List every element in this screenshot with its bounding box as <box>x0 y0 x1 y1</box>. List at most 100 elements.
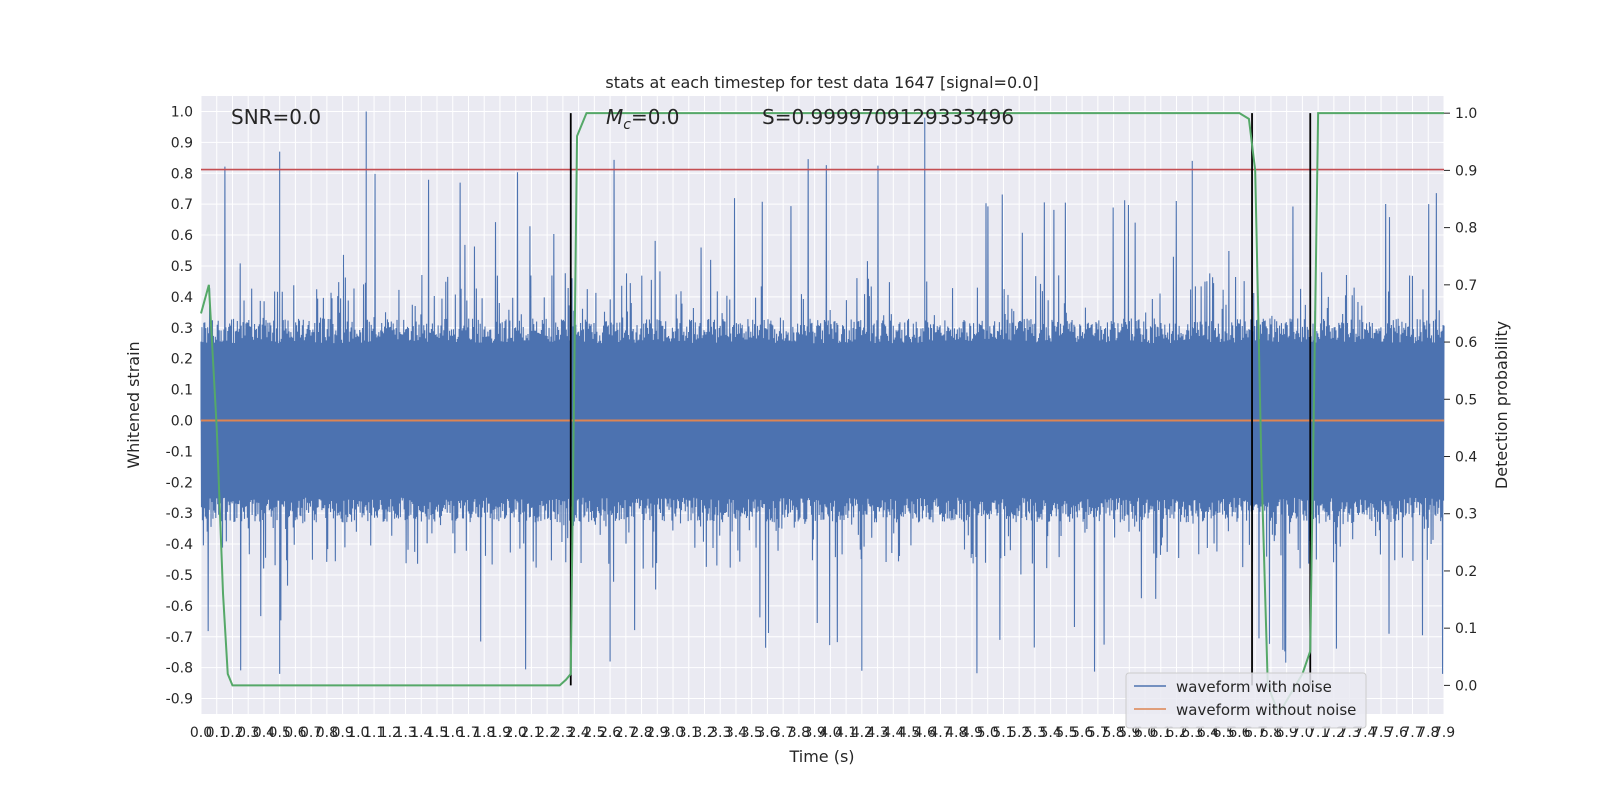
y-tick-label: 0.4 <box>171 290 193 306</box>
y-right-tick-label: 0.6 <box>1455 335 1477 351</box>
x-tick-label: 3.3 <box>709 725 731 741</box>
x-tick-label: 0.0 <box>190 725 212 741</box>
x-tick-label: 6.3 <box>1181 725 1203 741</box>
x-tick-label: 3.2 <box>693 725 715 741</box>
x-tick-label: 2.1 <box>520 725 542 741</box>
y-tick-label: -0.4 <box>166 537 193 553</box>
x-tick-label: 2.3 <box>552 725 574 741</box>
x-tick-label: 5.0 <box>977 725 999 741</box>
chart-title: stats at each timestep for test data 164… <box>605 73 1038 92</box>
y-right-tick-label: 0.9 <box>1455 163 1477 179</box>
x-tick-label: 0.6 <box>284 725 306 741</box>
y-tick-label: -0.8 <box>166 661 193 677</box>
x-tick-label: 7.9 <box>1433 725 1455 741</box>
x-tick-label: 7.6 <box>1386 725 1408 741</box>
x-tick-label: 7.7 <box>1401 725 1423 741</box>
x-tick-label: 1.7 <box>457 725 479 741</box>
x-tick-label: 2.9 <box>646 725 668 741</box>
y-right-tick-label: 0.1 <box>1455 621 1477 637</box>
x-tick-label: 4.1 <box>835 725 857 741</box>
x-tick-label: 6.7 <box>1244 725 1266 741</box>
x-tick-label: 0.4 <box>253 725 275 741</box>
x-tick-label: 5.8 <box>1102 725 1124 741</box>
s-annotation: S=0.9999709129333496 <box>762 105 1014 129</box>
mc-symbol: M <box>606 105 623 129</box>
x-tick-label: 5.4 <box>1040 725 1062 741</box>
legend: waveform with noise waveform without noi… <box>1125 672 1367 729</box>
x-tick-label: 3.8 <box>788 725 810 741</box>
y-right-tick-label: 0.5 <box>1455 392 1477 408</box>
x-tick-label: 5.6 <box>1071 725 1093 741</box>
x-tick-label: 5.3 <box>1024 725 1046 741</box>
x-tick-label: 1.6 <box>442 725 464 741</box>
y-tick-label: 0.2 <box>171 352 193 368</box>
y-tick-label: -0.5 <box>166 568 193 584</box>
y-tick-label: -0.9 <box>166 692 193 708</box>
legend-box <box>1125 672 1367 729</box>
mc-subscript: c <box>623 117 631 133</box>
y-right-tick-label: 0.3 <box>1455 507 1477 523</box>
x-tick-label: 7.0 <box>1291 725 1313 741</box>
x-tick-label: 5.7 <box>1087 725 1109 741</box>
mc-value: =0.0 <box>631 105 680 129</box>
x-tick-label: 6.4 <box>1197 725 1219 741</box>
x-tick-label: 6.5 <box>1213 725 1235 741</box>
y-axis-right-label: Detection probability <box>1492 321 1511 489</box>
x-tick-label: 3.0 <box>662 725 684 741</box>
detection-probability-line <box>200 112 1444 717</box>
y-axis-label: Whitened strain <box>124 341 143 468</box>
x-tick-label: 0.2 <box>221 725 243 741</box>
x-tick-label: 3.4 <box>725 725 747 741</box>
snr-annotation: SNR=0.0 <box>231 105 321 129</box>
x-tick-label: 7.8 <box>1417 725 1439 741</box>
x-tick-label: 4.2 <box>851 725 873 741</box>
x-tick-label: 6.2 <box>1165 725 1187 741</box>
x-tick-label: 1.0 <box>347 725 369 741</box>
x-tick-label: 5.2 <box>1008 725 1030 741</box>
overlay-lines <box>200 112 1444 717</box>
x-tick-label: 0.5 <box>269 725 291 741</box>
x-tick-label: 0.9 <box>331 725 353 741</box>
x-tick-label: 3.6 <box>756 725 778 741</box>
x-tick-label: 0.8 <box>316 725 338 741</box>
x-tick-label: 4.9 <box>961 725 983 741</box>
x-tick-label: 1.1 <box>363 725 385 741</box>
x-tick-label: 6.9 <box>1276 725 1298 741</box>
x-tick-label: 3.7 <box>772 725 794 741</box>
y-right-tick-label: 1.0 <box>1455 106 1477 122</box>
y-right-tick-label: 0.7 <box>1455 278 1477 294</box>
x-axis-label: Time (s) <box>788 747 854 766</box>
x-tick-label: 5.9 <box>1118 725 1140 741</box>
x-tick-label: 1.4 <box>410 725 432 741</box>
y-tick-label: -0.1 <box>166 444 193 460</box>
x-tick-label: 4.4 <box>882 725 904 741</box>
y-tick-label: 0.6 <box>171 228 193 244</box>
y-tick-label: 0.8 <box>171 166 193 182</box>
y-right-tick-label: 0.4 <box>1455 450 1477 466</box>
x-tick-label: 2.8 <box>630 725 652 741</box>
y-tick-label: -0.7 <box>166 630 193 646</box>
x-tick-label: 2.6 <box>599 725 621 741</box>
x-tick-label: 1.2 <box>379 725 401 741</box>
x-tick-label: 2.5 <box>583 725 605 741</box>
y-tick-label: -0.2 <box>166 475 193 491</box>
x-tick-label: 3.9 <box>804 725 826 741</box>
x-tick-label: 2.7 <box>615 725 637 741</box>
y-tick-label: 0.0 <box>171 413 193 429</box>
x-tick-label: 7.3 <box>1338 725 1360 741</box>
y-tick-label: 1.0 <box>171 104 193 120</box>
y-tick-label: 0.3 <box>171 321 193 337</box>
x-tick-label: 2.2 <box>536 725 558 741</box>
x-tick-label: 7.1 <box>1307 725 1329 741</box>
y-tick-label: -0.3 <box>166 506 193 522</box>
x-tick-label: 4.0 <box>819 725 841 741</box>
axes: 0.00.10.20.30.40.50.60.70.80.91.01.11.21… <box>166 104 1478 741</box>
x-tick-label: 7.4 <box>1354 725 1376 741</box>
x-tick-label: 7.2 <box>1323 725 1345 741</box>
y-tick-label: 0.5 <box>171 259 193 275</box>
x-tick-label: 7.5 <box>1370 725 1392 741</box>
y-tick-label: 0.1 <box>171 383 193 399</box>
x-tick-label: 0.1 <box>206 725 228 741</box>
x-tick-label: 2.4 <box>567 725 589 741</box>
